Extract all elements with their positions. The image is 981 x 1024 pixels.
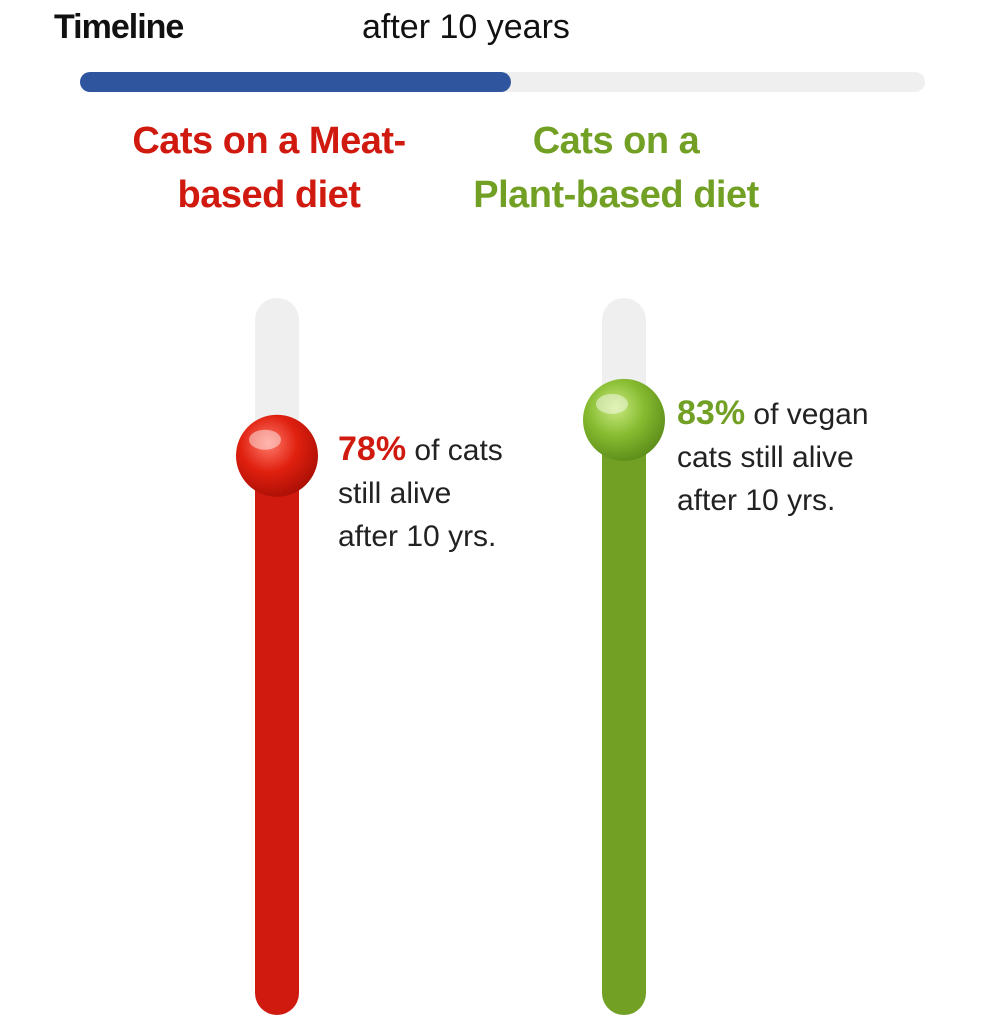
caption-line: 78% of cats — [338, 428, 503, 472]
gauge-fill — [255, 455, 299, 1015]
timeline-progress — [80, 72, 511, 92]
gauge-caption: 83% of vegan cats still alive after 10 yrs… — [677, 392, 869, 522]
timeline-caption: after 10 years — [362, 8, 570, 46]
knob-highlight — [596, 393, 628, 414]
caption-text: of cats — [414, 433, 503, 467]
title-line: based diet — [177, 174, 361, 216]
value-label: 78% — [338, 429, 407, 468]
caption-line: still alive — [338, 476, 452, 510]
gauge-title: Cats on a Meat-based diet — [59, 114, 479, 222]
gauge-caption: 78% of cats still alive after 10 yrs. — [338, 428, 503, 558]
title-line: Cats on a — [532, 120, 700, 162]
caption-text: of vegan — [753, 397, 869, 431]
gauge-knob — [583, 378, 665, 461]
caption-line: 83% of vegan — [677, 392, 869, 436]
timeline-label: Timeline — [54, 8, 184, 46]
caption-line: cats still alive — [677, 440, 854, 474]
caption-line: after 10 yrs. — [338, 519, 497, 553]
title-line: Cats on a Meat- — [132, 120, 406, 162]
gauge-fill — [602, 419, 646, 1015]
gauge-knob — [236, 414, 318, 497]
title-line: Plant-based diet — [473, 174, 759, 216]
knob-highlight — [249, 429, 281, 450]
caption-line: after 10 yrs. — [677, 483, 836, 517]
value-label: 83% — [677, 393, 746, 432]
gauge-title: Cats on a Plant-based diet — [406, 114, 826, 222]
